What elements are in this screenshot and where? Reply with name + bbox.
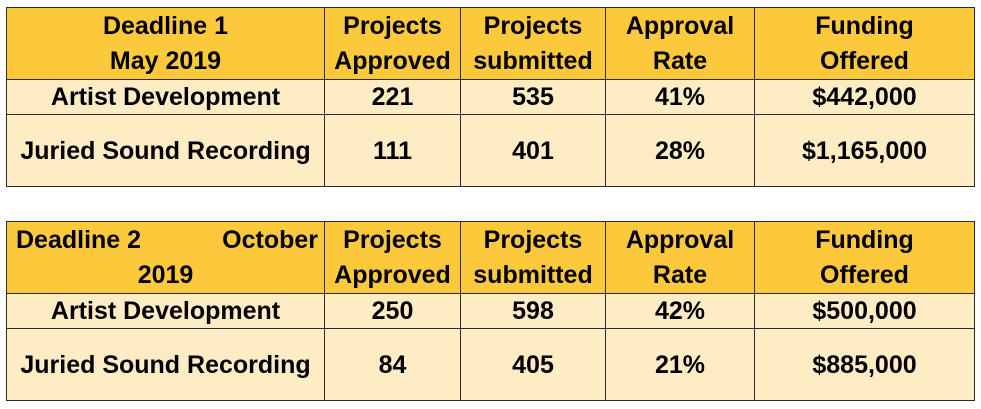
deadline-title-line: Deadline 2 October — [8, 223, 324, 258]
funding-offered-value: $442,000 — [754, 79, 975, 115]
funding-offered-header: Funding Offered — [754, 7, 975, 80]
header-line: Approval — [625, 11, 735, 40]
header-line: Funding — [815, 11, 914, 40]
projects-submitted-value: 401 — [460, 114, 606, 187]
projects-approved-value: 111 — [324, 114, 461, 187]
deadline-header: Deadline 2 October 2019 — [6, 221, 325, 294]
header-row: Deadline 1 May 2019 Projects Approved Pr… — [6, 7, 975, 80]
header-line: Projects — [483, 11, 583, 40]
deadline-2-table: Deadline 2 October 2019 Projects Approve… — [6, 221, 975, 401]
header-line: Approved — [334, 260, 451, 289]
header-line: Projects — [343, 11, 442, 40]
approval-rate-value: 41% — [605, 79, 755, 115]
header-line: submitted — [473, 46, 593, 75]
table-row: Juried Sound Recording 111 401 28% $1,16… — [6, 114, 975, 187]
table-row: Juried Sound Recording 84 405 21% $885,0… — [6, 328, 975, 401]
header-line: Approval — [625, 225, 735, 254]
header-line: Funding — [815, 225, 914, 254]
header-line: Rate — [652, 260, 708, 289]
table-row: Artist Development 221 535 41% $442,000 — [6, 79, 975, 115]
header-line: Projects — [483, 225, 583, 254]
projects-submitted-value: 405 — [460, 328, 606, 401]
header-line: Offered — [820, 260, 909, 289]
deadline-title: Deadline 2 — [16, 225, 142, 254]
approval-rate-header: Approval Rate — [605, 7, 755, 80]
program-name: Juried Sound Recording — [6, 328, 325, 401]
funding-offered-header: Funding Offered — [754, 221, 975, 294]
approval-rate-value: 42% — [605, 293, 755, 329]
deadline-date: May 2019 — [109, 46, 222, 75]
projects-submitted-value: 535 — [460, 79, 606, 115]
header-row: Deadline 2 October 2019 Projects Approve… — [6, 221, 975, 294]
program-name: Juried Sound Recording — [6, 114, 325, 187]
projects-approved-header: Projects Approved — [324, 221, 461, 294]
projects-submitted-value: 598 — [460, 293, 606, 329]
funding-offered-value: $885,000 — [754, 328, 975, 401]
deadline-header: Deadline 1 May 2019 — [6, 7, 325, 80]
header-line: Projects — [343, 225, 442, 254]
header-line: Offered — [820, 46, 909, 75]
projects-approved-header: Projects Approved — [324, 7, 461, 80]
deadline-title: Deadline 1 — [102, 11, 229, 40]
header-line: submitted — [473, 260, 593, 289]
program-name: Artist Development — [6, 293, 325, 329]
deadline-year: 2019 — [137, 260, 194, 289]
funding-offered-value: $1,165,000 — [754, 114, 975, 187]
header-line: Approved — [334, 46, 451, 75]
header-line: Rate — [652, 46, 708, 75]
projects-submitted-header: Projects submitted — [460, 221, 606, 294]
funding-offered-value: $500,000 — [754, 293, 975, 329]
projects-approved-value: 221 — [324, 79, 461, 115]
approval-rate-value: 21% — [605, 328, 755, 401]
approval-rate-header: Approval Rate — [605, 221, 755, 294]
deadline-1-table: Deadline 1 May 2019 Projects Approved Pr… — [6, 7, 975, 187]
deadline-month: October — [222, 225, 318, 254]
projects-submitted-header: Projects submitted — [460, 7, 606, 80]
projects-approved-value: 250 — [324, 293, 461, 329]
approval-rate-value: 28% — [605, 114, 755, 187]
table-row: Artist Development 250 598 42% $500,000 — [6, 293, 975, 329]
program-name: Artist Development — [6, 79, 325, 115]
projects-approved-value: 84 — [324, 328, 461, 401]
